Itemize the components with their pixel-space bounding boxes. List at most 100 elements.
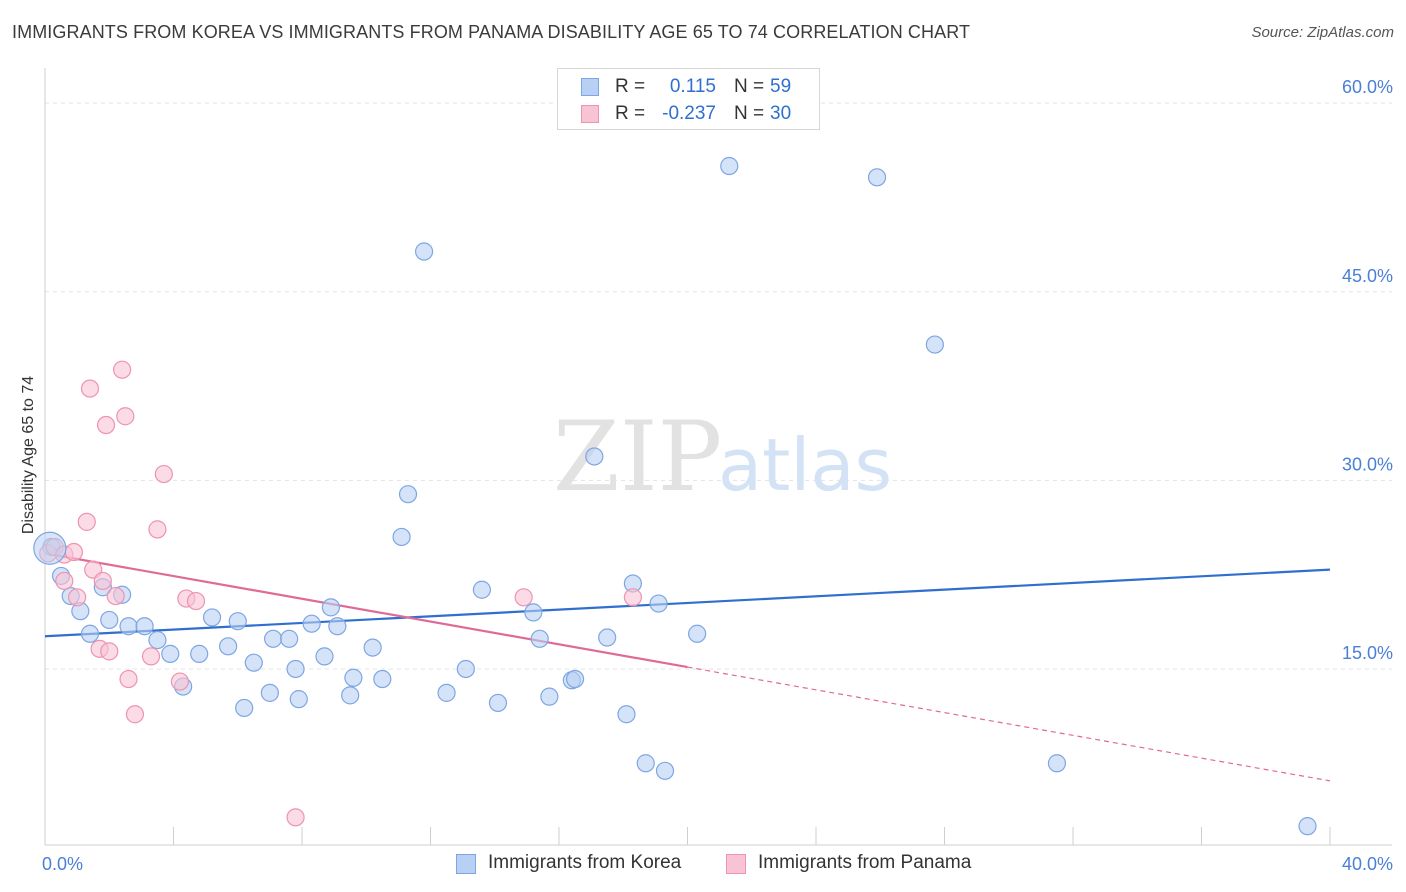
y-tick-label: 30.0%	[1342, 454, 1393, 474]
korea-r-value: 0.115	[669, 76, 716, 97]
axes	[44, 68, 1392, 846]
korea-point	[263, 629, 283, 648]
panama-point	[112, 360, 132, 379]
korea-point	[867, 168, 887, 187]
panama-point	[125, 705, 145, 724]
korea-point	[585, 447, 604, 466]
panama-n-label: N =	[734, 103, 765, 124]
panama-point	[154, 464, 173, 484]
korea-point	[302, 614, 321, 633]
korea-point	[649, 594, 668, 613]
legend-row-korea: R = 0.115 N = 59	[558, 74, 819, 100]
korea-point	[100, 610, 119, 630]
korea-point	[228, 612, 247, 631]
panama-point	[96, 415, 116, 435]
korea-point	[344, 668, 363, 687]
bottom-panama-swatch	[726, 854, 746, 874]
korea-point	[80, 624, 100, 643]
y-tick-label: 15.0%	[1342, 643, 1393, 663]
panama-point	[141, 647, 161, 666]
korea-point	[161, 644, 180, 663]
correlation-legend: R = 0.115 N = 59 R = -0.237 N = 30	[557, 68, 820, 130]
korea-point	[289, 690, 308, 709]
korea-n-label: N =	[734, 76, 765, 97]
x-tick-label-min: 0.0%	[42, 854, 83, 874]
korea-point	[688, 624, 707, 643]
panama-r-value: -0.237	[662, 103, 716, 124]
korea-point	[636, 754, 655, 773]
panama-point	[106, 586, 125, 606]
korea-point	[540, 687, 559, 706]
korea-point	[524, 603, 543, 622]
korea-r-label: R =	[615, 76, 646, 97]
korea-point	[219, 637, 238, 656]
watermark-zip: ZIP	[553, 401, 722, 513]
panama-r-label: R =	[615, 103, 646, 124]
watermark-atlas: atlas	[718, 423, 892, 507]
korea-point	[260, 683, 279, 702]
panama-point	[186, 591, 206, 611]
x-tick-label-max: 40.0%	[1342, 854, 1393, 874]
korea-n-value: 59	[770, 76, 792, 97]
korea-point	[135, 617, 154, 636]
korea-point	[925, 335, 944, 354]
korea-point	[655, 761, 675, 780]
source-label: Source: ZipAtlas.com	[1251, 24, 1394, 41]
korea-point	[148, 630, 167, 650]
panama-point	[116, 407, 135, 426]
y-tick-label: 60.0%	[1342, 77, 1393, 97]
korea-point	[321, 598, 341, 617]
panama-point	[119, 669, 138, 689]
korea-point	[530, 629, 549, 648]
y-tick-label: 45.0%	[1342, 266, 1393, 286]
panama-point	[148, 520, 167, 539]
korea-trend-line	[44, 568, 1331, 638]
panama-point	[514, 588, 533, 607]
panama-point	[77, 512, 96, 531]
panama-point	[100, 642, 119, 661]
panama-n-value: 30	[770, 103, 792, 124]
korea-point	[392, 527, 411, 547]
korea-point	[202, 608, 222, 627]
korea-point	[328, 617, 347, 636]
korea-point	[235, 698, 254, 718]
panama-point	[64, 542, 84, 562]
korea-point	[617, 705, 636, 724]
panama-point	[55, 571, 74, 591]
panama-trend-line	[44, 552, 688, 669]
korea-point	[437, 683, 456, 702]
korea-point	[1298, 817, 1317, 836]
bottom-panama-label: Immigrants from Panama	[758, 852, 972, 873]
korea-point	[315, 647, 334, 666]
korea-point	[720, 156, 739, 176]
panama-point	[80, 379, 100, 398]
panama-point	[68, 588, 87, 607]
panama-point	[93, 571, 112, 591]
panama-trend-line-extension	[687, 666, 1331, 782]
trend-lines	[44, 552, 1331, 782]
korea-point	[244, 653, 263, 672]
korea-point	[414, 242, 434, 261]
korea-point	[1047, 754, 1067, 773]
korea-point	[286, 659, 305, 679]
korea-point	[373, 669, 392, 689]
korea-point	[398, 485, 418, 504]
bottom-korea-label: Immigrants from Korea	[488, 852, 682, 873]
korea-point	[456, 659, 475, 679]
korea-swatch	[581, 78, 599, 96]
korea-point	[565, 669, 585, 689]
korea-point	[119, 617, 138, 636]
panama-point	[286, 808, 305, 827]
korea-point	[341, 686, 360, 705]
korea-point	[598, 628, 617, 647]
panama-point	[623, 588, 642, 607]
watermark: ZIP atlas	[553, 401, 892, 513]
y-axis-label: Disability Age 65 to 74	[20, 376, 37, 534]
korea-point	[363, 638, 382, 657]
korea-point-cluster	[33, 531, 67, 565]
panama-point	[170, 672, 190, 691]
grid-lines	[45, 102, 1392, 670]
tick-labels: 15.0% 30.0% 45.0% 60.0% 0.0% 40.0%	[42, 77, 1393, 874]
korea-point	[280, 629, 299, 648]
